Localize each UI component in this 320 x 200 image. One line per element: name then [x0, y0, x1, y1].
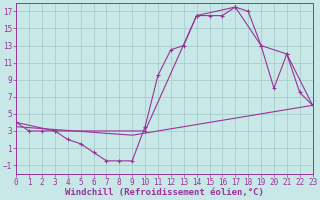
X-axis label: Windchill (Refroidissement éolien,°C): Windchill (Refroidissement éolien,°C) [65, 188, 264, 197]
